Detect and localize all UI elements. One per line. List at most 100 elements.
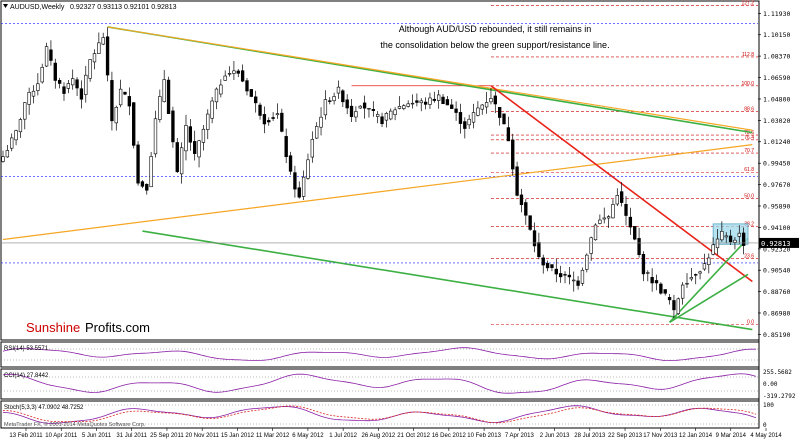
candle	[702, 253, 707, 271]
candle-body	[40, 66, 44, 83]
stoch-label: Stoch(5,3,3) 47.0902 48.7252	[4, 405, 84, 411]
candle-body	[432, 98, 436, 101]
candle	[458, 103, 463, 134]
candle-body	[402, 105, 406, 109]
candle-body	[672, 300, 676, 311]
candle-body	[406, 103, 410, 107]
candle-body	[110, 80, 114, 122]
cci-tick-label: 0.00	[763, 381, 778, 388]
y-tick-label: 0.85190	[763, 331, 790, 339]
annotation-line-2: the consolidation below the green suppor…	[380, 40, 609, 50]
candle-body	[628, 216, 633, 228]
candle-body	[84, 74, 88, 95]
candle	[301, 170, 306, 201]
candle	[428, 92, 432, 110]
x-tick-label: 20 Nov 2011	[185, 433, 219, 439]
candle-body	[140, 181, 145, 187]
x-tick-label: 22 Sep 2013	[608, 433, 643, 439]
candle	[92, 49, 97, 70]
candle	[53, 58, 57, 89]
candle-body	[437, 94, 441, 101]
fib-level-label: 78.6	[744, 130, 754, 136]
candle-body	[236, 70, 240, 74]
symbol-label: AUDUSD,Weekly	[10, 4, 65, 11]
candle-body	[79, 88, 84, 100]
candle-body	[354, 111, 358, 118]
candle	[685, 273, 689, 288]
candle-body	[720, 231, 724, 241]
candle-body	[18, 119, 23, 133]
candle-body	[511, 139, 515, 170]
candle	[676, 297, 680, 316]
cci-line	[2, 373, 757, 394]
candle	[441, 94, 445, 105]
candle-body	[741, 232, 746, 246]
candle	[371, 101, 375, 117]
candle	[249, 89, 254, 98]
x-tick-label: 13 Feb 2011	[9, 433, 43, 439]
y-tick-label: 1.03020	[763, 117, 790, 125]
candle	[680, 282, 685, 305]
y-tick-label: 1.01240	[763, 138, 790, 146]
candle	[724, 232, 728, 244]
candle-body	[5, 150, 10, 158]
candle-body	[606, 216, 611, 219]
candle	[275, 103, 280, 119]
x-tick-label: 11 Mar 2012	[256, 433, 290, 439]
candle-body	[23, 102, 27, 120]
x-tick-label: 31 Jul 2011	[116, 433, 147, 439]
candle	[445, 96, 450, 106]
candle	[319, 107, 323, 136]
candle	[36, 73, 40, 96]
candle	[315, 122, 319, 140]
candle-body	[724, 235, 728, 238]
candle	[606, 215, 611, 228]
candle-body	[624, 204, 628, 216]
candle	[23, 102, 27, 130]
y-tick-label: 1.11930	[763, 10, 790, 18]
candle	[245, 77, 249, 96]
candle-body	[201, 128, 206, 143]
candle-body	[393, 109, 397, 116]
candle	[506, 116, 511, 142]
candle	[201, 124, 206, 151]
candle-body	[384, 113, 389, 121]
candle	[66, 80, 71, 94]
candle	[288, 151, 293, 175]
candle-body	[450, 104, 454, 109]
candle	[728, 229, 733, 245]
x-tick-label: 16 Dec 2012	[432, 433, 467, 439]
candle	[423, 97, 428, 110]
candle-body	[31, 90, 36, 97]
candle-body	[702, 263, 707, 270]
current-price-tag	[759, 237, 799, 248]
candle	[105, 27, 110, 82]
candle-body	[376, 114, 380, 117]
candle-body	[149, 156, 153, 188]
candle-body	[349, 105, 354, 117]
fib-level-label: 88.6	[744, 107, 754, 113]
candle	[476, 101, 480, 117]
x-tick-label: 10 Feb 2013	[467, 433, 501, 439]
y-tick-label: 0.94100	[763, 224, 790, 232]
candle	[145, 183, 149, 195]
candle	[193, 130, 197, 161]
candle	[563, 271, 567, 284]
symbol-dropdown-icon[interactable]	[3, 4, 8, 8]
candle	[254, 90, 258, 113]
candle-body	[611, 204, 615, 219]
candle-body	[336, 86, 341, 94]
candle-body	[633, 226, 637, 240]
stoch-signal-line	[2, 405, 757, 424]
candle-body	[297, 187, 301, 198]
ohlc-label: 0.92327 0.93113 0.92101 0.92813	[70, 4, 177, 11]
candle-body	[654, 280, 659, 284]
candle-body	[371, 109, 375, 111]
candle	[75, 77, 79, 97]
candle	[214, 87, 219, 110]
candle	[541, 254, 545, 274]
candle	[602, 207, 606, 224]
candle-body	[101, 37, 105, 45]
candle-body	[97, 42, 101, 54]
candle-body	[184, 125, 188, 152]
